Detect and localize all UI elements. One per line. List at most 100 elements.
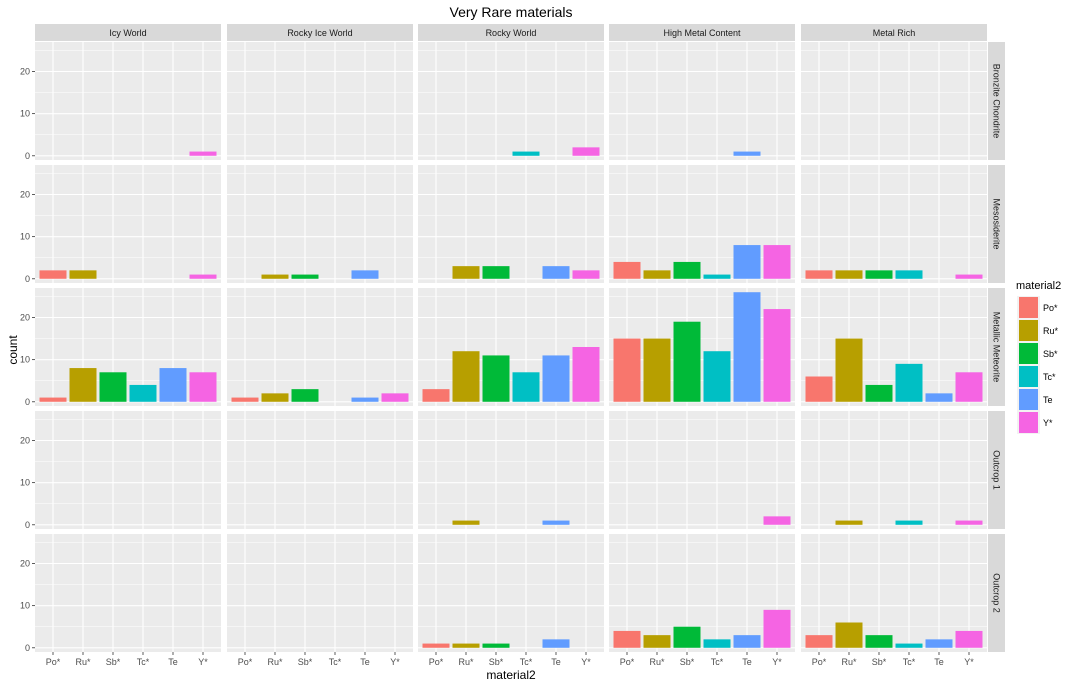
panel-mesosiderite-icy-world <box>35 165 221 283</box>
x-tick-label: Sb* <box>680 657 695 667</box>
legend-label: Te <box>1043 395 1053 405</box>
panel-mesosiderite-rocky-ice-world <box>227 165 413 283</box>
legend-label: Tc* <box>1043 372 1056 382</box>
bar-te-outcrop-2-rocky-world <box>542 639 570 648</box>
bar-sb-outcrop-2-rocky-world <box>482 643 510 648</box>
x-tick-label: Tc* <box>329 657 342 667</box>
bar-ru-outcrop-2-rocky-world <box>452 643 480 648</box>
bar-y-outcrop-1-high-metal-content <box>763 516 791 525</box>
bar-y-mesosiderite-icy-world <box>189 274 217 279</box>
bar-te-metallic-meteorite-icy-world <box>159 368 187 402</box>
bar-sb-mesosiderite-metal-rich <box>865 270 893 279</box>
panel-bronzite-chondrite-icy-world <box>35 42 221 160</box>
panel-background <box>801 42 987 160</box>
bar-y-metallic-meteorite-icy-world <box>189 372 217 402</box>
x-tick-label: Te <box>168 657 178 667</box>
bar-sb-metallic-meteorite-rocky-world <box>482 355 510 402</box>
panel-outcrop-2-high-metal-content <box>609 534 795 652</box>
x-tick-label: Po* <box>620 657 635 667</box>
bar-tc-metallic-meteorite-rocky-world <box>512 372 540 402</box>
panel-outcrop-1-metal-rich <box>801 411 987 529</box>
bar-ru-outcrop-2-metal-rich <box>835 622 863 648</box>
bar-tc-bronzite-chondrite-rocky-world <box>512 151 540 156</box>
bar-tc-metallic-meteorite-icy-world <box>129 384 157 402</box>
legend-swatch <box>1019 320 1038 341</box>
y-tick-label: 20 <box>20 436 30 446</box>
x-tick-label: Po* <box>46 657 61 667</box>
x-tick-label: Po* <box>812 657 827 667</box>
bar-sb-outcrop-2-high-metal-content <box>673 626 701 648</box>
bar-sb-metallic-meteorite-high-metal-content <box>673 321 701 402</box>
bar-y-bronzite-chondrite-rocky-world <box>572 147 600 156</box>
bar-po-metallic-meteorite-metal-rich <box>805 376 833 402</box>
bar-ru-mesosiderite-metal-rich <box>835 270 863 279</box>
y-tick-label: 10 <box>20 355 30 365</box>
bar-tc-outcrop-2-high-metal-content <box>703 639 731 648</box>
bar-ru-mesosiderite-high-metal-content <box>643 270 671 279</box>
bar-ru-outcrop-1-rocky-world <box>452 520 480 525</box>
panel-bronzite-chondrite-metal-rich <box>801 42 987 160</box>
bar-te-outcrop-2-metal-rich <box>925 639 953 648</box>
bar-sb-metallic-meteorite-metal-rich <box>865 384 893 402</box>
facet-panels: Icy World Rocky Ice World Rocky World High … <box>20 24 1005 667</box>
bar-tc-metallic-meteorite-high-metal-content <box>703 351 731 402</box>
bar-ru-metallic-meteorite-rocky-ice-world <box>261 393 289 402</box>
x-tick-label: Te <box>551 657 561 667</box>
x-tick-label: Po* <box>429 657 444 667</box>
bar-ru-outcrop-1-metal-rich <box>835 520 863 525</box>
bar-y-outcrop-2-high-metal-content <box>763 609 791 648</box>
y-tick-label: 10 <box>20 232 30 242</box>
strip-outcrop-1: Outcrop 1 <box>988 411 1005 529</box>
bar-te-metallic-meteorite-rocky-ice-world <box>351 397 379 402</box>
bar-te-mesosiderite-rocky-ice-world <box>351 270 379 279</box>
bar-po-metallic-meteorite-high-metal-content <box>613 338 641 402</box>
x-tick-label: Tc* <box>137 657 150 667</box>
x-tick-label: Sb* <box>298 657 313 667</box>
bar-y-outcrop-1-metal-rich <box>955 520 983 525</box>
bar-ru-mesosiderite-icy-world <box>69 270 97 279</box>
x-tick-label: Sb* <box>872 657 887 667</box>
x-tick-label: Sb* <box>489 657 504 667</box>
y-tick-label: 0 <box>25 274 30 284</box>
row-facet-label: Outcrop 2 <box>992 573 1002 613</box>
panel-background <box>801 411 987 529</box>
x-tick-label: Sb* <box>106 657 121 667</box>
bar-te-mesosiderite-rocky-world <box>542 266 570 279</box>
legend-label: Y* <box>1043 418 1053 428</box>
strip-bronzite-chondrite: Bronzite Chondrite <box>988 42 1005 160</box>
legend: material2 Po* Ru* Sb* Tc* Te Y* <box>1016 280 1061 434</box>
panel-outcrop-1-rocky-world <box>418 411 604 529</box>
bar-y-metallic-meteorite-metal-rich <box>955 372 983 402</box>
panel-outcrop-2-icy-world <box>35 534 221 652</box>
x-axis-title: material2 <box>486 668 536 682</box>
x-tick-label: Tc* <box>903 657 916 667</box>
panel-background <box>227 42 413 160</box>
panel-background <box>35 534 221 652</box>
strip-background <box>227 24 413 41</box>
panel-background <box>609 411 795 529</box>
strip-metal-rich: Metal Rich <box>801 24 987 41</box>
panel-metallic-meteorite-rocky-world <box>418 288 604 406</box>
legend-title: material2 <box>1016 280 1061 292</box>
strip-background <box>988 42 1005 160</box>
x-tick-label: Te <box>934 657 944 667</box>
column-facet-label: Rocky Ice World <box>287 28 352 38</box>
column-facet-label: Metal Rich <box>873 28 916 38</box>
bar-y-mesosiderite-metal-rich <box>955 274 983 279</box>
panel-background <box>35 165 221 283</box>
strip-background <box>988 288 1005 406</box>
panel-background <box>418 165 604 283</box>
panel-bronzite-chondrite-rocky-ice-world <box>227 42 413 160</box>
legend-swatch <box>1019 297 1038 318</box>
bar-tc-outcrop-2-metal-rich <box>895 643 923 648</box>
bar-te-bronzite-chondrite-high-metal-content <box>733 151 761 156</box>
panel-background <box>418 42 604 160</box>
legend-item-ru: Ru* <box>1017 319 1059 342</box>
row-facet-label: Mesosiderite <box>992 198 1002 249</box>
y-tick-label: 10 <box>20 109 30 119</box>
bar-ru-metallic-meteorite-high-metal-content <box>643 338 671 402</box>
legend-item-sb: Sb* <box>1017 342 1058 365</box>
x-tick-label: Po* <box>238 657 253 667</box>
strip-metallic-meteorite: Metallic Meteorite <box>988 288 1005 406</box>
